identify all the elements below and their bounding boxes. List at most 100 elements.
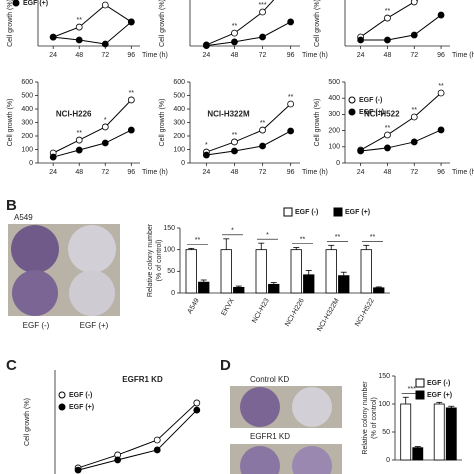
legend-swatch xyxy=(415,390,425,400)
data-point xyxy=(357,36,365,44)
x-tick-label: 48 xyxy=(75,169,83,176)
y-axis-label: Cell growth (%) xyxy=(314,99,321,147)
significance: * xyxy=(231,228,234,235)
series-line xyxy=(206,130,291,156)
bar xyxy=(220,249,232,294)
bar xyxy=(255,249,267,294)
significance: * xyxy=(266,232,269,239)
y-axis-label: Cell growth (%) xyxy=(7,0,14,47)
y-tick-label: 400 xyxy=(328,95,340,102)
y-tick-label: 100 xyxy=(378,401,390,408)
y-tick-label: 300 xyxy=(21,119,33,126)
data-point xyxy=(75,36,83,44)
x-tick-label: 96 xyxy=(127,52,135,59)
y-tick-label: 200 xyxy=(173,133,185,140)
legend-label: EGF (-) xyxy=(295,209,318,216)
y-tick-label: 150 xyxy=(378,373,390,380)
bar xyxy=(400,403,412,461)
y-tick-label: 500 xyxy=(173,92,185,99)
data-point xyxy=(287,100,295,108)
data-point xyxy=(384,36,391,44)
chart-title: EGFR1 KD xyxy=(122,375,163,384)
significance: ** xyxy=(335,234,341,241)
x-tick-label: 48 xyxy=(384,52,392,59)
x-tick-label: 72 xyxy=(101,169,109,176)
colony-photo xyxy=(230,386,342,428)
x-axis-label: Time (h) xyxy=(302,52,328,59)
x-tick-label: 96 xyxy=(437,169,445,176)
colony-photo xyxy=(230,444,342,474)
y-tick-label: 0 xyxy=(171,290,175,297)
legend-label: EGF (-) xyxy=(427,380,450,387)
y-axis-label: Cell growth (%) xyxy=(314,0,321,47)
x-tick-label: 24 xyxy=(202,52,210,59)
chart-title: NCI-H322M xyxy=(207,110,250,119)
data-point xyxy=(259,8,266,16)
data-point xyxy=(410,113,418,121)
photo-label: Control KD xyxy=(250,375,289,384)
x-tick-label: NCI-H23 xyxy=(251,297,271,324)
y-tick-label: 200 xyxy=(328,127,340,134)
bar xyxy=(338,275,350,294)
data-point xyxy=(231,138,238,146)
data-point xyxy=(410,31,418,39)
y-tick-label: 0 xyxy=(29,160,33,167)
data-point xyxy=(101,40,109,48)
x-tick-label: 72 xyxy=(410,169,418,176)
x-tick-label: 96 xyxy=(287,52,295,59)
y-tick-label: 50 xyxy=(382,429,390,436)
x-axis-label: Time (h) xyxy=(452,169,474,176)
legend-label: EGF (+) xyxy=(69,404,94,411)
data-point xyxy=(75,136,83,144)
significance: * xyxy=(205,142,208,149)
significance: ** xyxy=(77,130,83,137)
bar xyxy=(412,447,424,461)
data-point xyxy=(231,29,238,37)
x-tick-label: 72 xyxy=(259,169,267,176)
legend-swatch xyxy=(415,378,425,388)
data-point xyxy=(410,0,418,6)
series-line xyxy=(206,0,275,46)
data-point xyxy=(101,1,109,9)
y-tick-label: 600 xyxy=(173,79,185,86)
bar xyxy=(233,286,245,294)
y-tick-label: 200 xyxy=(21,133,33,140)
legend-marker xyxy=(58,391,66,399)
significance: ** xyxy=(129,90,135,97)
data-point xyxy=(127,126,135,134)
series-line xyxy=(52,99,132,154)
data-point xyxy=(287,18,295,26)
data-point xyxy=(202,42,210,49)
legend-marker xyxy=(348,108,356,116)
chart-title: NCI-H522 xyxy=(364,110,400,119)
data-point xyxy=(127,96,135,104)
series-line xyxy=(360,92,442,151)
bar xyxy=(445,407,457,461)
x-tick-label: A549 xyxy=(187,297,201,315)
data-point xyxy=(259,126,266,134)
x-tick-label: 96 xyxy=(437,52,445,59)
x-tick-label: 24 xyxy=(357,169,365,176)
x-tick-label: 48 xyxy=(231,52,239,59)
data-point xyxy=(127,18,135,26)
significance: *** xyxy=(101,0,109,2)
legend-label: EGF (+) xyxy=(23,0,48,7)
photo-label: EGF (+) xyxy=(80,321,109,330)
x-tick-label: 96 xyxy=(287,169,295,176)
y-tick-label: 100 xyxy=(163,247,175,254)
y-tick-label: 100 xyxy=(173,146,185,153)
data-point xyxy=(259,142,266,150)
significance: ** xyxy=(438,83,444,90)
legend-swatch xyxy=(333,207,343,217)
bar xyxy=(433,403,445,461)
data-point xyxy=(437,89,445,97)
colony-photo xyxy=(8,224,120,316)
y-tick-label: 150 xyxy=(163,225,175,232)
x-tick-label: 48 xyxy=(231,169,239,176)
data-point xyxy=(259,33,266,41)
bar xyxy=(185,249,197,294)
data-point xyxy=(75,146,83,154)
significance: * xyxy=(104,117,107,124)
x-axis-label: Time (h) xyxy=(302,169,328,176)
